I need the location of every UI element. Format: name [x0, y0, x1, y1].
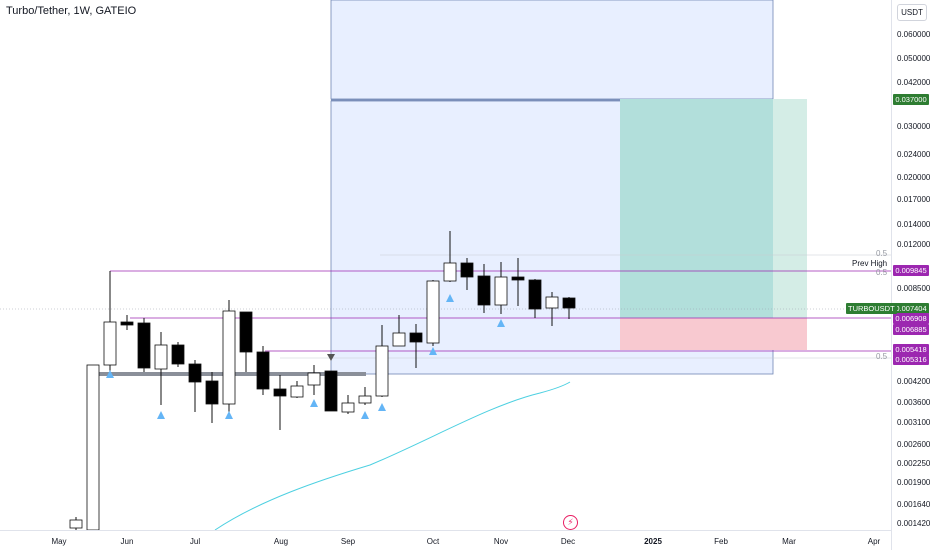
signal-up-marker: [497, 319, 505, 327]
target-price-label: 0.037000: [893, 94, 929, 105]
level-price-label-d: 0.005316: [893, 354, 929, 365]
candle-body: [205, 380, 219, 405]
signal-up-marker: [361, 411, 369, 419]
price-tick: 0.014000: [897, 220, 931, 229]
fib-label-mid: 0.5: [876, 268, 888, 277]
candle-body: [426, 280, 440, 344]
signal-up-marker: [446, 294, 454, 302]
price-tick: 0.003600: [897, 398, 931, 407]
price-tick: 0.001640: [897, 500, 931, 509]
month-label: Aug: [273, 537, 289, 546]
candle-body: [171, 344, 185, 365]
candle-body: [239, 311, 253, 353]
month-label: Oct: [426, 537, 440, 546]
candle-body: [460, 262, 474, 278]
candle-body: [154, 344, 168, 370]
candle-body: [528, 279, 542, 310]
level-price-label-c: 0.005418: [893, 344, 929, 355]
candle-body: [120, 321, 134, 326]
month-label: Jul: [189, 537, 201, 546]
candle-body: [137, 322, 151, 369]
month-label: Dec: [560, 537, 576, 546]
month-label: Mar: [782, 537, 796, 546]
month-label: 2025: [644, 537, 662, 546]
signal-up-marker: [378, 403, 386, 411]
symbol-tag: TURBOUSDT: [846, 303, 897, 314]
price-tick: 0.001900: [897, 478, 931, 487]
price-tick: 0.042000: [897, 78, 931, 87]
fib-label-top: 0.5: [876, 249, 888, 258]
loss-zone: [620, 318, 807, 350]
month-label: Feb: [714, 537, 728, 546]
level-price-label-a: 0.006908: [893, 313, 929, 324]
signal-up-marker: [310, 399, 318, 407]
markers: [106, 294, 505, 419]
down-marker: [327, 354, 335, 361]
candle-body: [324, 370, 338, 412]
candle-body: [494, 276, 508, 306]
price-tick: 0.060000: [897, 30, 931, 39]
prev-high-text: Prev High: [852, 259, 888, 268]
fib-label-low: 0.5: [876, 352, 888, 361]
candle-body: [256, 351, 270, 390]
candle-body: [307, 372, 321, 386]
month-label: Jun: [120, 537, 134, 546]
signal-up-marker: [157, 411, 165, 419]
candles: [69, 231, 576, 530]
signal-up-marker: [106, 370, 114, 378]
price-tick: 0.001420: [897, 519, 931, 528]
candle-body: [188, 363, 202, 383]
candle-body: [545, 296, 559, 309]
price-tick: 0.020000: [897, 173, 931, 182]
candle-body: [477, 275, 491, 306]
signal-up-marker: [429, 347, 437, 355]
moving-average-line: [214, 381, 571, 530]
profit-zone-light: [773, 99, 807, 318]
candle-body: [290, 385, 304, 398]
currency-button[interactable]: USDT: [897, 4, 927, 21]
candle-body: [511, 276, 525, 281]
price-tick: 0.024000: [897, 150, 931, 159]
candle-body: [375, 345, 389, 397]
prev-high-price-label: 0.009845: [893, 265, 929, 276]
time-axis[interactable]: [0, 530, 891, 551]
price-tick: 0.002600: [897, 440, 931, 449]
price-tick: 0.030000: [897, 122, 931, 131]
candle-body: [409, 332, 423, 343]
current-price-label: 0.007404: [893, 303, 929, 314]
price-tick: 0.017000: [897, 195, 931, 204]
candle-body: [443, 262, 457, 282]
month-label: May: [51, 537, 67, 546]
candle-body: [103, 321, 117, 366]
level-price-label-b: 0.006885: [893, 324, 929, 335]
month-label: Apr: [867, 537, 881, 546]
signal-up-marker: [225, 411, 233, 419]
candle-body: [358, 395, 372, 404]
price-tick: 0.050000: [897, 54, 931, 63]
candle-body: [86, 364, 100, 530]
price-tick: 0.004200: [897, 377, 931, 386]
candle-body: [222, 310, 236, 405]
price-tick: 0.008500: [897, 284, 931, 293]
price-tick: 0.002250: [897, 459, 931, 468]
candle-body: [69, 519, 83, 529]
chart-title: Turbo/Tether, 1W, GATEIO: [6, 5, 137, 17]
candle-body: [392, 332, 406, 347]
candle-body: [341, 402, 355, 413]
chart-plot[interactable]: [0, 0, 891, 530]
month-label: Sep: [340, 537, 356, 546]
price-tick: 0.012000: [897, 240, 931, 249]
upper-zone: [330, 0, 774, 100]
month-label: Nov: [493, 537, 509, 546]
profit-zone-dark: [620, 99, 773, 318]
candle-body: [562, 297, 576, 309]
candle-body: [273, 388, 287, 397]
lightning-icon[interactable]: ⚡: [563, 515, 578, 530]
price-tick: 0.003100: [897, 418, 931, 427]
